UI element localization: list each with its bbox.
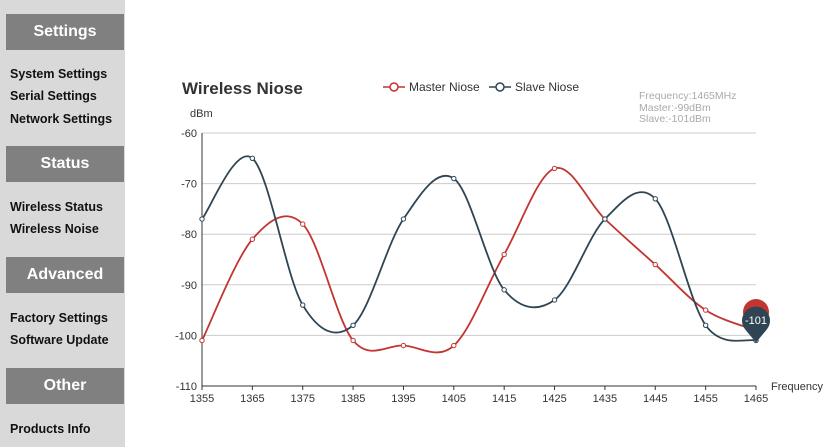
x-tick-label: 1425	[542, 393, 566, 405]
x-axis-label: Frequency	[771, 381, 823, 393]
sidebar: Settings System Settings Serial Settings Ne…	[0, 0, 125, 447]
section-header-advanced[interactable]: Advanced	[6, 257, 124, 293]
nav-item-products-info[interactable]: Products Info	[10, 422, 91, 436]
section-header-settings[interactable]: Settings	[6, 14, 124, 50]
tooltip-frequency: Frequency:1465MHz	[639, 90, 737, 102]
legend-master-noise[interactable]: Master Niose	[383, 80, 480, 94]
data-point-master	[400, 342, 407, 349]
data-point-slave	[350, 322, 356, 328]
data-point-slave	[501, 287, 507, 293]
nav-item-wireless-noise[interactable]: Wireless Noise	[10, 222, 99, 236]
data-point-master	[249, 236, 256, 242]
x-tick-label: 1355	[190, 393, 214, 405]
nav-item-factory-settings[interactable]: Factory Settings	[10, 311, 108, 325]
data-point-master	[451, 342, 457, 349]
legend-master-label: Master Niose	[409, 80, 480, 94]
y-tick-label: -100	[175, 330, 197, 342]
y-tick-label: -80	[181, 229, 197, 241]
data-point-slave	[300, 302, 306, 308]
series-line-slave	[201, 155, 757, 342]
x-tick-label: 1455	[693, 393, 717, 405]
y-tick-label: -90	[181, 280, 197, 292]
tooltip-slave: Slave:-101dBm	[639, 113, 711, 125]
y-tick-label: -70	[181, 179, 197, 191]
data-point-master	[199, 337, 205, 344]
data-point-slave	[400, 216, 407, 222]
x-tick-label: 1405	[442, 393, 466, 405]
tooltip-info: Frequency:1465MHz Master:-99dBm Slave:-1…	[639, 90, 737, 126]
data-point-slave	[249, 155, 256, 162]
nav-item-software-update[interactable]: Software Update	[10, 333, 109, 347]
nav-item-system-settings[interactable]: System Settings	[10, 67, 108, 81]
data-point-master	[652, 261, 658, 268]
y-tick-label: -110	[176, 381, 197, 393]
y-axis-label: dBm	[190, 108, 213, 120]
x-tick-label: 1365	[240, 393, 264, 405]
chart-title: Wireless Niose	[182, 79, 303, 98]
slave-marker-label: -101	[745, 315, 767, 327]
x-tick-label: 1435	[593, 393, 617, 405]
x-tick-label: 1445	[643, 393, 667, 405]
tooltip-master: Master:-99dBm	[639, 101, 711, 114]
data-point-slave	[199, 216, 205, 222]
data-point-master	[501, 251, 507, 258]
x-tick-label: 1465	[744, 393, 768, 405]
data-point-master	[702, 307, 709, 313]
data-point-slave	[702, 322, 709, 328]
series-line-master	[201, 167, 757, 354]
data-point-master	[350, 337, 356, 344]
y-tick-label: -60	[181, 128, 197, 140]
legend-slave-label: Slave Niose	[515, 80, 580, 94]
data-point-slave	[551, 297, 558, 303]
data-point-slave	[652, 196, 658, 202]
x-tick-label: 1415	[492, 393, 516, 405]
data-point-slave	[602, 216, 608, 222]
x-tick-label: 1385	[341, 393, 365, 405]
data-point-master	[300, 221, 306, 227]
section-header-other[interactable]: Other	[6, 368, 124, 404]
legend-master-swatch	[383, 82, 405, 92]
section-header-status[interactable]: Status	[6, 146, 124, 182]
nav-item-network-settings[interactable]: Network Settings	[10, 112, 113, 126]
nav-item-serial-settings[interactable]: Serial Settings	[10, 89, 97, 103]
slave-marker-pin	[742, 306, 770, 343]
x-tick-label: 1375	[290, 393, 314, 405]
x-tick-label: 1395	[391, 393, 415, 405]
data-point-master	[551, 165, 558, 172]
legend-slave-noise[interactable]: Slave Niose	[489, 80, 579, 94]
legend-slave-swatch	[489, 82, 511, 92]
data-point-slave	[451, 175, 457, 182]
nav-item-wireless-status[interactable]: Wireless Status	[10, 200, 103, 214]
